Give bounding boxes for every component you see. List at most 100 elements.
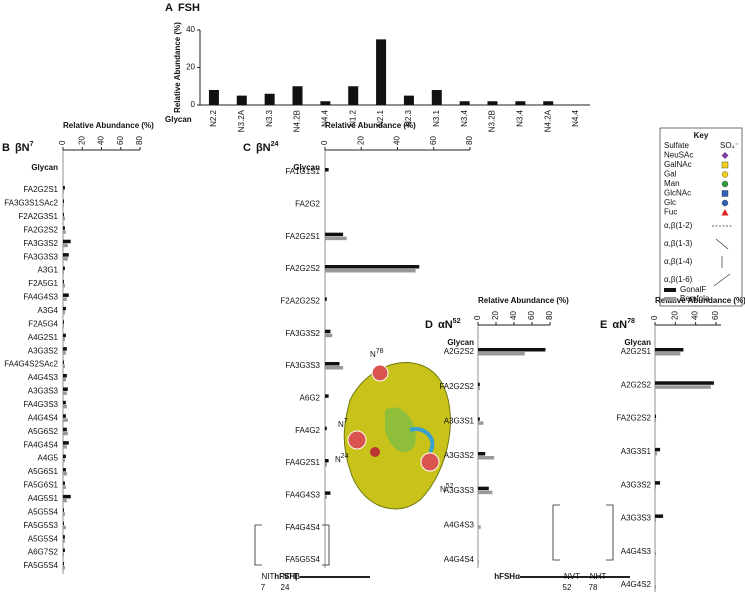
y-tick-label: FA4G2S1 [285,458,320,467]
bar [63,226,65,230]
y-tick-label: A4G5S1 [28,494,59,503]
bar [63,400,66,405]
protein-label-base: N [440,485,446,494]
y-tick-label: A4G4S3 [444,520,475,529]
site-position: 24 [281,583,290,592]
bar [63,427,67,432]
bar [63,454,66,459]
y-tick-label: A3G3S2 [444,451,475,460]
protein-label-base: N [335,455,341,464]
bar [63,293,69,297]
key-linkage [713,273,731,287]
bar [478,560,479,564]
bar [63,239,71,244]
bar [325,232,344,237]
key-symbol [721,161,729,169]
x-tick-label: N2.2 [209,109,218,126]
y-tick-label: FA4G3S3 [23,400,58,409]
y-tick-label: A3G1 [38,266,59,275]
x-tick-label: 40 [97,136,106,145]
bar [63,186,65,190]
y-axis-label: Relative Abundance (%) [173,22,182,113]
bar [325,463,327,467]
bar [325,394,329,398]
key-item: GlcNAc [664,189,691,198]
bar [515,101,526,105]
bar [325,265,420,269]
bar [655,514,664,518]
y-tick-label: A3G3S1 [621,447,652,456]
y-tick-label: 20 [186,63,195,72]
bar [63,351,66,355]
key-item: α,β(1-6) [664,275,693,284]
x-tick-label: 40 [691,311,700,320]
y-tick-label: A2G2S1 [621,347,652,356]
bar [63,508,64,512]
bar [478,456,495,460]
bar [63,535,65,539]
bar [63,320,64,324]
y-tick-label: A3G3S2 [621,480,652,489]
y-tick-label: A4G4S4 [444,555,475,564]
y-tick-label: FA1G1S1 [285,167,320,176]
bar [478,486,489,491]
bar [63,270,64,275]
bar [655,585,657,589]
key-item: Glc [664,198,676,207]
chain-label: hFSHβ [274,572,300,581]
x-tick-label: 20 [77,136,86,145]
key-item: Man [664,179,680,188]
y-tick-label: FA5G5S4 [285,555,320,564]
bar [655,385,711,389]
key-item: Sulfate [664,141,689,150]
bar [63,494,71,499]
bar [376,39,387,105]
x-tick-label: 60 [116,136,125,145]
bar [655,451,658,456]
y-tick-label: A4G4S4 [28,413,59,422]
bar [325,459,329,463]
bar [478,382,480,387]
y-tick-label: FA3G3S2 [285,329,320,338]
bar [325,168,329,172]
x-tick-label: N3.2B [488,110,497,132]
x-tick-label: 20 [491,311,500,320]
bar [63,525,66,530]
bar [63,310,65,315]
protein-label-sup: 7 [344,418,348,425]
key-box [659,127,743,307]
key-symbol [721,190,729,197]
bar [63,445,67,449]
x-tick-label: 60 [527,311,536,320]
panel-letter: D [425,319,433,331]
protein-label: N52 [440,483,454,494]
x-tick-label: 0 [320,140,329,145]
panel-letter: A [165,2,173,14]
bar [63,481,65,485]
bar [325,426,327,431]
x-tick-label: N3.3 [265,109,274,126]
bar [325,269,416,273]
bar [63,297,67,301]
protein-label-base: N [370,350,376,359]
bar [63,337,65,342]
y-axis-label: Glycan [293,163,320,172]
y-tick-label: F2A2G2S2 [280,296,320,305]
x-tick-label: 40 [393,136,402,145]
bar [325,491,331,495]
y-tick-label: FA4G2 [295,426,320,435]
legend-label: GonalF [680,285,706,294]
bar [63,280,64,284]
protein-label-sup: 24 [341,453,349,460]
bar [655,381,714,385]
bar [478,421,484,425]
bar [348,86,359,105]
y-axis-label: Glycan [624,338,651,347]
protein-structure [343,362,451,510]
bar [320,101,331,105]
bar [478,452,486,456]
site-position: 52 [563,583,572,592]
x-tick-label: N1.2 [348,109,357,126]
key-symbol [721,209,729,216]
